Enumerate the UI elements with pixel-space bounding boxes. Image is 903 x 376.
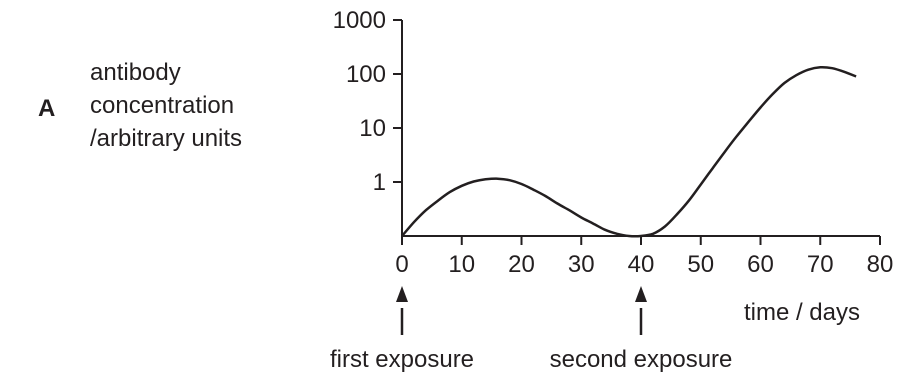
x-tick-label: 50: [687, 251, 714, 278]
antibody-curve: [401, 66, 857, 238]
x-tick-label: 30: [568, 251, 595, 278]
exposure-arrowhead: [635, 286, 647, 302]
x-tick-label: 80: [867, 251, 894, 278]
y-tick-label: 100: [346, 61, 386, 88]
y-tick-label: 1000: [333, 7, 386, 34]
y-axis-label-line-1: antibody: [90, 59, 181, 86]
x-axis-label: time / days: [744, 299, 860, 326]
y-axis-label-line-3: /arbitrary units: [90, 125, 243, 152]
x-tick-label: 70: [807, 251, 834, 278]
x-tick-label: 40: [628, 251, 655, 278]
y-axis-label-line-2: concentration: [90, 92, 235, 119]
x-tick-label: 10: [448, 251, 475, 278]
exposure-label: first exposure: [330, 346, 474, 373]
y-tick-label: 1: [373, 169, 386, 196]
x-tick-label: 20: [508, 251, 535, 278]
y-tick-label: 10: [359, 115, 386, 142]
exposure-arrowhead: [396, 286, 408, 302]
y-axis-label: antibody concentration /arbitrary units: [90, 56, 242, 155]
x-tick-label: 60: [747, 251, 774, 278]
x-tick-label: 0: [395, 251, 408, 278]
exposure-label: second exposure: [550, 346, 733, 373]
panel-letter: A: [38, 95, 56, 122]
